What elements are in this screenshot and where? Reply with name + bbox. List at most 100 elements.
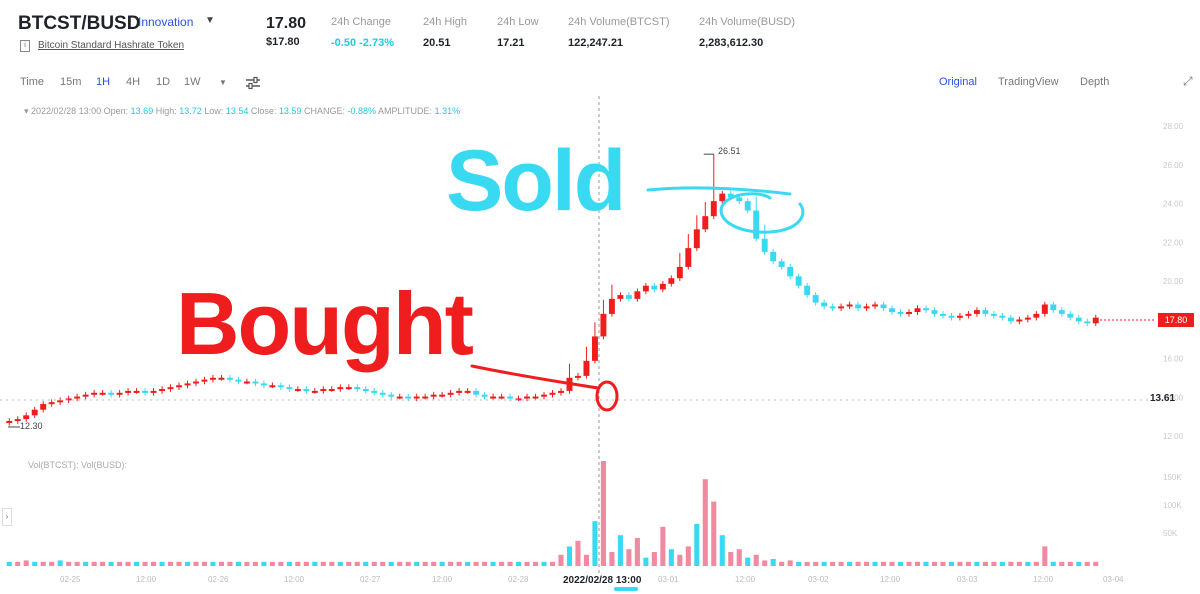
candle-body [863, 306, 870, 309]
candle-body [634, 291, 641, 299]
candle-body [439, 394, 446, 397]
candle-body [515, 398, 522, 401]
chevron-down-icon[interactable]: ▼ [205, 15, 215, 26]
candle-body [532, 396, 539, 399]
zone-tag[interactable]: Innovation [138, 15, 194, 29]
chevron-down-icon[interactable]: ▼ [219, 78, 227, 87]
candle-body [795, 276, 802, 286]
volume-bar [787, 560, 793, 566]
volume-bar [999, 561, 1005, 566]
candle-body [235, 379, 242, 382]
candle-body [260, 383, 267, 386]
stat-24h-change: 24h Change -0.50 -2.73% [331, 16, 394, 49]
candle-body [1050, 304, 1057, 311]
candle-body [965, 313, 972, 316]
market-header: BTCST/BUSD Innovation ▼ i Bitcoin Standa… [0, 0, 1200, 62]
volume-bar [320, 561, 326, 566]
volume-bar [456, 561, 462, 566]
x-tick-label: 03-03 [957, 575, 978, 584]
volume-bar [1076, 561, 1082, 566]
candle-body [116, 392, 123, 395]
volume-bar [881, 561, 887, 566]
candle-body [1033, 313, 1040, 318]
settings-sliders-icon[interactable] [245, 76, 261, 93]
candle-body [447, 392, 454, 395]
chart-toolbar: Time 15m 1H 4H 1D 1W ▼ Original TradingV… [0, 74, 1200, 94]
volume-bar [151, 561, 157, 566]
scroll-indicator[interactable] [614, 587, 638, 591]
candle-body [855, 304, 862, 309]
candle-body [413, 396, 420, 399]
candle-body [956, 315, 963, 318]
volume-bar [227, 561, 233, 566]
price-chart[interactable]: 28.0026.0024.0022.0020.0018.0016.0014.00… [0, 96, 1200, 594]
ohlc-open: 13.69 [130, 106, 154, 116]
volume-bar [617, 535, 623, 566]
volume-bar [549, 561, 556, 566]
volume-bar [303, 561, 309, 566]
trading-pair[interactable]: BTCST/BUSD [18, 13, 141, 34]
fullscreen-icon[interactable]: ⤢ [1183, 74, 1193, 88]
token-name-link[interactable]: Bitcoin Standard Hashrate Token [38, 40, 185, 51]
interval-1d[interactable]: 1D [156, 76, 171, 88]
volume-bar [796, 561, 802, 566]
volume-bar [388, 561, 394, 566]
volume-bar [745, 557, 751, 566]
candle-body [787, 266, 794, 277]
candle-body [201, 379, 208, 382]
candle-body [702, 216, 709, 230]
candle-body [880, 304, 887, 309]
candle-body [804, 285, 811, 296]
token-info-icon: i [20, 40, 30, 52]
view-original[interactable]: Original [939, 76, 977, 88]
stat-value: 2,283,612.30 [699, 37, 764, 49]
expand-arrow-icon[interactable]: › [2, 508, 12, 526]
interval-1w[interactable]: 1W [184, 76, 201, 88]
y-tick-label: 22.00 [1163, 238, 1184, 247]
volume-bar [1050, 561, 1056, 566]
candle-body [125, 390, 132, 393]
volume-bar [193, 561, 199, 566]
volume-bar [6, 561, 12, 566]
candle-body [48, 402, 55, 405]
volume-bar [57, 560, 63, 566]
interval-4h[interactable]: 4H [126, 76, 141, 88]
candle-body [676, 266, 683, 279]
volume-bar [448, 561, 454, 566]
candle-body [396, 396, 403, 399]
candle-body [388, 394, 395, 397]
candle-body [931, 310, 938, 314]
volume-bar [1033, 561, 1039, 566]
candle-body [57, 400, 64, 403]
volume-bar [465, 561, 471, 566]
candle-body [490, 396, 497, 399]
interval-1h[interactable]: 1H [96, 76, 111, 88]
x-tick-label: 02-27 [360, 575, 381, 584]
current-price-tag: 17.80 [1158, 313, 1194, 327]
x-tick-label: 12:00 [284, 575, 305, 584]
volume-legend: Vol(BTCST): Vol(BUSD): [28, 460, 127, 470]
volume-bar [804, 561, 810, 566]
candle-body [1084, 321, 1091, 324]
view-depth[interactable]: Depth [1080, 76, 1110, 88]
view-tradingview[interactable]: TradingView [998, 76, 1059, 88]
stat-24h-volume-quote: 24h Volume(BUSD) 2,283,612.30 [699, 16, 795, 49]
last-price-usd: $17.80 [266, 36, 300, 48]
volume-bar [566, 546, 573, 566]
volume-bar [965, 561, 971, 566]
volume-tick-label: 100K [1163, 501, 1182, 510]
candle-body [1092, 317, 1099, 324]
candle-body [209, 377, 216, 380]
x-tick-label: 12:00 [432, 575, 453, 584]
volume-bar [1084, 561, 1090, 566]
interval-time[interactable]: Time [20, 76, 45, 88]
candle-body [574, 375, 581, 378]
volume-bar [252, 561, 258, 566]
candle-body [685, 248, 692, 267]
x-tick-label: 12:00 [1033, 575, 1054, 584]
volume-bar [1016, 561, 1022, 566]
interval-15m[interactable]: 15m [60, 76, 82, 88]
crosshair-date-tag: 2022/02/28 13:00 [560, 575, 645, 586]
volume-bar [244, 561, 250, 566]
volume-bar [431, 561, 437, 566]
